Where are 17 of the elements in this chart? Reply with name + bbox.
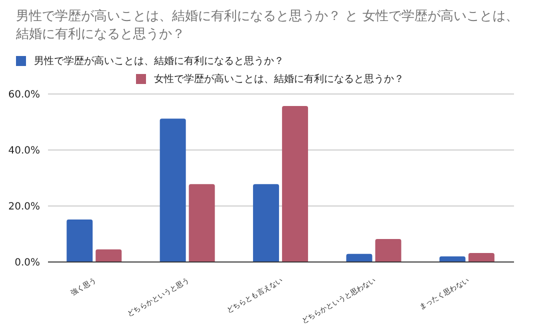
bar bbox=[160, 118, 186, 262]
legend-label: 男性で学歴が高いことは、結婚に有利になると思うか？ bbox=[34, 54, 284, 68]
bar bbox=[253, 184, 280, 262]
legend-label: 女性で学歴が高いことは、結婚に有利になると思うか？ bbox=[154, 72, 404, 86]
y-tick-label: 20.0% bbox=[8, 202, 40, 213]
bar bbox=[375, 239, 402, 262]
bar bbox=[188, 184, 215, 262]
bar bbox=[346, 254, 372, 262]
bar bbox=[468, 253, 494, 262]
bar bbox=[66, 219, 93, 262]
chart-title: 男性で学歴が高いことは、結婚に有利になると思うか？ と 女性で学歴が高いことは、結婚に有利になると思うか？ bbox=[16, 8, 520, 44]
bar bbox=[282, 106, 308, 262]
bar bbox=[439, 256, 466, 262]
bar bbox=[96, 249, 122, 262]
y-tick-label: 0.0% bbox=[14, 258, 40, 269]
y-tick-label: 60.0% bbox=[8, 90, 40, 101]
y-tick-label: 40.0% bbox=[8, 146, 40, 157]
